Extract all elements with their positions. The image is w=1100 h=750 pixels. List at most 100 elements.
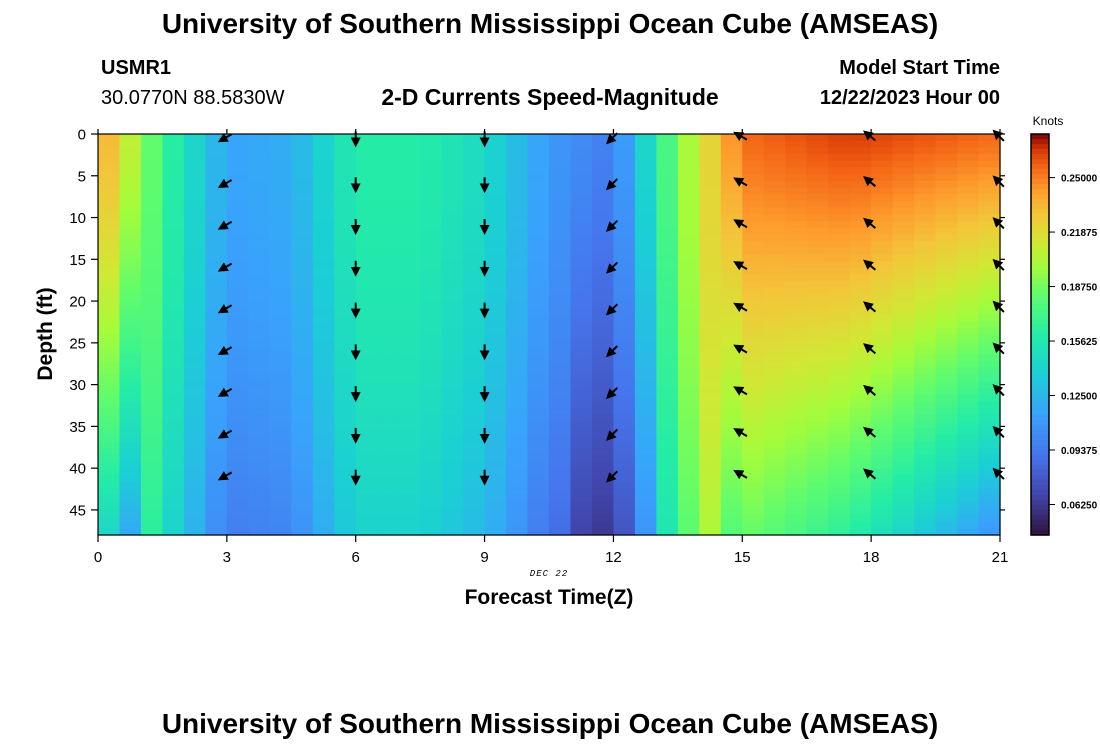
heatmap-cell [720,401,743,409]
heatmap-cell [377,474,400,483]
heatmap-cell [634,528,657,536]
colorbar-ticks: 0.250000.218750.187500.156250.125000.093… [1049,174,1098,511]
heatmap-cell [506,234,529,242]
heatmap-cell [570,294,593,302]
heatmap-cell [591,468,615,476]
heatmap-cell [849,327,872,336]
heatmap-cell [484,488,507,496]
heatmap-cell [334,341,357,349]
current-vector-arrow [863,175,877,188]
heatmap-cell [398,321,421,329]
heatmap-cell [570,494,593,503]
heatmap-cell [849,314,872,322]
heatmap-cell [140,274,164,282]
heatmap-cell [183,160,206,169]
heatmap-cell [656,394,679,402]
colorbar-segment [1031,489,1049,496]
heatmap-cell [527,260,550,269]
heatmap-cell [914,160,937,169]
heatmap-cell [506,287,529,295]
heatmap-cell [785,334,808,342]
heatmap-cell [334,314,357,322]
heatmap-cell [549,528,572,536]
heatmap-cell [98,180,121,189]
heatmap-cell [140,140,164,148]
x-tick-label: 18 [863,549,880,566]
heatmap-cell [978,414,1001,422]
heatmap-cell [957,301,980,309]
heatmap-cell [420,281,443,289]
heatmap-cell [978,207,1001,215]
heatmap-cell [398,414,421,422]
heatmap-cell [162,394,185,402]
station-id: USMR1 [101,57,172,79]
heatmap-cell [892,441,915,449]
heatmap-cell [377,214,400,222]
heatmap-cell [549,448,572,456]
heatmap-cell [312,354,335,362]
heatmap-cell [892,428,915,436]
heatmap-cell [742,508,765,516]
heatmap-cell [140,167,164,175]
heatmap-cell [291,187,314,195]
current-vector-arrow [863,343,877,355]
heatmap-cell [892,194,915,202]
heatmap-cell [140,528,164,536]
heatmap-cell [763,160,786,169]
date-label: DEC 22 [530,569,568,579]
heatmap-cell [312,180,335,189]
heatmap-cell [828,267,851,275]
y-tick-label: 25 [69,335,86,352]
colorbar-unit: Knots [1033,114,1064,128]
heatmap-cell [849,428,872,436]
heatmap-cell [634,514,657,523]
heatmap-cell [634,327,657,336]
heatmap-cell [162,367,185,376]
heatmap-cell [849,494,872,503]
heatmap-cell [248,294,271,302]
colorbar-segment [1031,214,1049,220]
heatmap-cell [312,327,335,336]
heatmap-cell [334,200,357,209]
heatmap-cell [978,180,1001,189]
heatmap-cell [935,194,958,202]
heatmap-cell [226,167,249,175]
heatmap-cell [549,501,572,509]
heatmap-cell [677,421,700,429]
heatmap-cell [205,354,228,362]
heatmap-cell [420,454,443,463]
heatmap-cell [140,521,164,529]
heatmap-cell [183,481,206,489]
heatmap-cell [463,481,486,489]
heatmap-cell [957,200,980,209]
heatmap-cell [119,281,142,289]
heatmap-cell [205,374,228,382]
heatmap-cell [463,307,486,316]
heatmap-cell [269,207,292,215]
heatmap-cell [140,301,164,309]
heatmap-cell [549,494,572,503]
heatmap-cell [291,307,314,316]
heatmap-cell [162,434,185,443]
heatmap-cell [162,220,185,229]
heatmap-cell [291,134,314,142]
heatmap-cell [978,147,1001,155]
heatmap-cell [183,434,206,443]
heatmap-cell [634,501,657,509]
heatmap-cell [806,154,829,162]
heatmap-cell [914,428,937,436]
heatmap-cell [162,174,185,182]
heatmap-cell [205,207,228,215]
colorbar-segment [1031,244,1049,250]
heatmap-cell [935,501,958,509]
heatmap-cell [806,414,829,422]
heatmap-cell [484,240,507,249]
heatmap-cell [871,294,894,302]
heatmap-cell [892,354,915,362]
heatmap-cell [162,214,185,222]
heatmap-cell [914,514,937,523]
heatmap-cell [226,441,249,449]
heatmap-cell [613,414,636,422]
heatmap-cell [914,508,937,516]
heatmap-cell [806,260,829,269]
